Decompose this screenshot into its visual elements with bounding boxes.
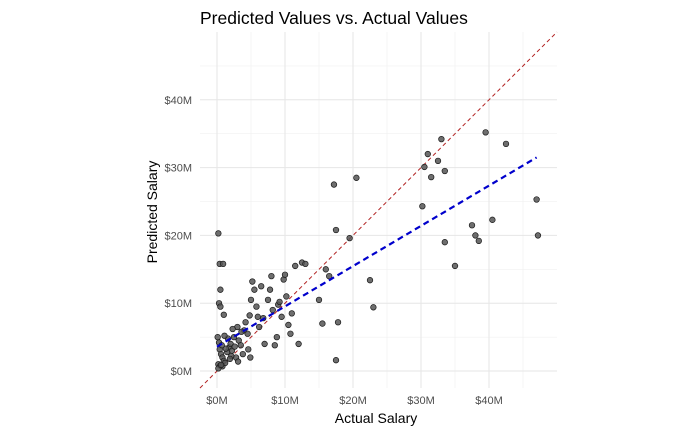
data-point [242, 319, 249, 326]
data-point [249, 278, 256, 285]
data-point [421, 163, 428, 171]
data-point [285, 321, 292, 329]
data-point [434, 157, 442, 164]
data-point [273, 333, 280, 341]
data-point [217, 286, 224, 293]
data-point [276, 298, 283, 306]
data-point [256, 323, 263, 331]
data-point [254, 313, 261, 320]
data-point [261, 340, 268, 348]
data-point [319, 320, 326, 327]
data-point [258, 283, 265, 290]
y-tick-label: $0M [171, 366, 192, 378]
data-point [326, 272, 333, 280]
y-axis-label: Predicted Salary [144, 161, 160, 264]
data-point [534, 232, 542, 239]
data-point [222, 345, 229, 352]
data-point [482, 129, 489, 136]
data-point [266, 286, 274, 293]
data-point [315, 296, 323, 303]
data-point [472, 232, 479, 239]
data-point [231, 343, 238, 350]
data-point [428, 173, 435, 181]
data-point [278, 313, 285, 320]
data-point [245, 346, 252, 353]
data-point [370, 304, 377, 311]
data-point [332, 357, 340, 364]
y-tick-label: $10M [164, 298, 192, 310]
data-point [268, 272, 275, 280]
data-point [253, 303, 260, 310]
trend-line-layer [216, 156, 538, 348]
x-axis-label: Actual Salary [335, 410, 417, 426]
data-point [288, 310, 295, 317]
data-point [217, 361, 225, 369]
data-point [424, 150, 431, 158]
data-point [451, 262, 459, 270]
data-point [489, 216, 496, 223]
data-point [332, 226, 340, 234]
data-point [229, 325, 236, 333]
x-tick-label: $20M [339, 395, 367, 407]
data-point [264, 296, 272, 303]
data-point [214, 333, 221, 341]
data-point [295, 340, 302, 348]
data-point [346, 234, 353, 242]
data-point [468, 222, 476, 229]
data-point [271, 342, 278, 349]
data-point [287, 330, 294, 337]
tick-labels: $0M $10M $20M $30M $40M $0M $10M $20M $30M $40M [164, 95, 502, 407]
data-point [239, 350, 246, 358]
data-point [322, 266, 329, 273]
data-point [419, 203, 426, 210]
data-point [281, 271, 289, 278]
data-point [219, 260, 227, 268]
y-tick-label: $30M [164, 163, 192, 175]
reference-line [199, 31, 558, 389]
data-point [366, 277, 374, 284]
trend-line [216, 156, 538, 348]
data-point [438, 135, 445, 143]
data-point [237, 342, 244, 349]
points-layer [214, 129, 542, 372]
data-point [217, 303, 224, 310]
data-point [441, 167, 448, 175]
x-tick-label: $30M [407, 395, 435, 407]
data-point [269, 306, 276, 314]
data-point [251, 286, 258, 293]
data-point [330, 181, 338, 188]
data-point [292, 262, 299, 270]
data-point [234, 358, 242, 365]
data-point [226, 355, 234, 362]
data-point [246, 312, 253, 319]
data-point [302, 260, 309, 268]
data-point [475, 237, 482, 245]
y-tick-label: $40M [164, 95, 192, 107]
data-point [334, 319, 342, 326]
data-point [220, 311, 227, 318]
data-point [283, 293, 290, 300]
y-tick-label: $20M [164, 230, 192, 242]
data-point [533, 196, 540, 203]
data-point [353, 174, 360, 181]
x-tick-label: $10M [271, 395, 299, 407]
data-point [502, 140, 510, 148]
data-point [244, 330, 251, 337]
data-point [247, 296, 255, 303]
data-point [441, 239, 448, 246]
chart-title: Predicted Values vs. Actual Values [200, 8, 468, 28]
data-point [247, 354, 254, 361]
x-tick-label: $0M [206, 395, 227, 407]
grid [200, 32, 557, 388]
x-tick-label: $40M [475, 395, 503, 407]
reference-line-layer [199, 31, 558, 389]
data-point [221, 332, 228, 339]
data-point [215, 230, 222, 237]
